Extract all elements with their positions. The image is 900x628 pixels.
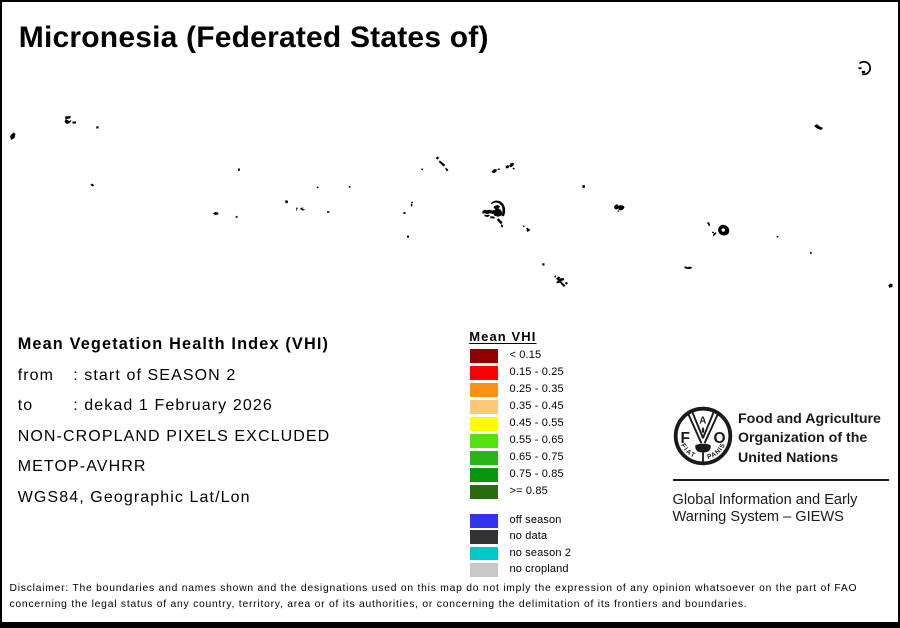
svg-text:A: A [699,416,706,427]
svg-text:O: O [714,430,726,447]
svg-text:F: F [681,430,690,447]
